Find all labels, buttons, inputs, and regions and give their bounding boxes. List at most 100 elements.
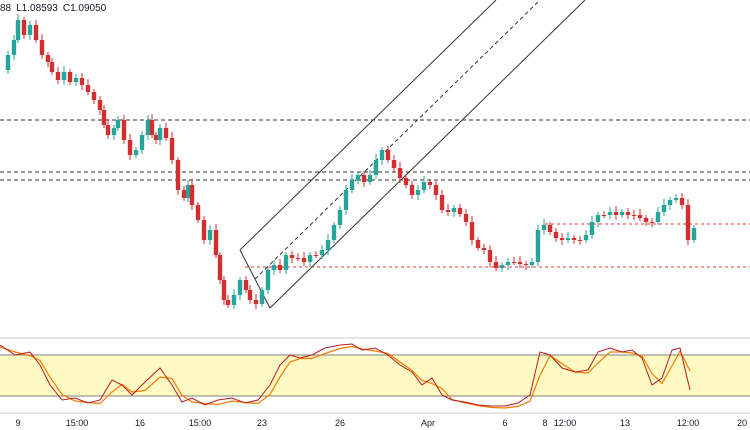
candle-body bbox=[469, 222, 475, 240]
candle bbox=[277, 259, 283, 273]
candle bbox=[667, 197, 673, 210]
candle bbox=[121, 115, 127, 144]
candle bbox=[487, 245, 493, 267]
candle-body bbox=[505, 262, 511, 265]
candle bbox=[115, 116, 121, 131]
candle bbox=[11, 35, 17, 60]
candle bbox=[367, 170, 373, 185]
candle-body bbox=[243, 280, 249, 290]
candle bbox=[577, 236, 583, 245]
candle-body bbox=[649, 222, 655, 223]
candle bbox=[463, 209, 469, 226]
candle-body bbox=[101, 110, 107, 125]
candle bbox=[157, 124, 163, 145]
candle-body bbox=[27, 25, 33, 35]
candle bbox=[295, 253, 301, 261]
candle bbox=[631, 210, 637, 220]
candle-body bbox=[185, 185, 191, 198]
time-axis-label: 6 bbox=[502, 418, 507, 428]
candle bbox=[379, 147, 385, 165]
candle-body bbox=[475, 240, 481, 248]
candle bbox=[559, 233, 565, 245]
candle bbox=[679, 193, 685, 209]
candle bbox=[271, 260, 277, 275]
time-axis: 9 15:00 16 15:00 23 26 Apr 6 8 12:00 13 12:00 20 bbox=[0, 412, 750, 428]
time-axis-label: 9 bbox=[15, 418, 20, 428]
candle bbox=[33, 20, 39, 43]
candle-body bbox=[337, 210, 343, 225]
candle bbox=[27, 21, 33, 40]
candle bbox=[589, 216, 595, 239]
candle-body bbox=[225, 300, 231, 305]
candle-body bbox=[523, 264, 529, 265]
stoch-k-line bbox=[0, 343, 691, 407]
candle bbox=[529, 258, 535, 268]
candle-body bbox=[207, 230, 213, 240]
candle-body bbox=[655, 212, 661, 222]
candle bbox=[499, 262, 505, 272]
candle bbox=[97, 96, 103, 115]
stoch-band bbox=[0, 355, 750, 396]
time-axis-label: 15:00 bbox=[66, 418, 89, 428]
candle bbox=[301, 252, 307, 266]
candle-body bbox=[445, 210, 451, 212]
candle-body bbox=[589, 222, 595, 235]
time-axis-label: 12:00 bbox=[554, 418, 577, 428]
candle bbox=[571, 235, 577, 244]
candle-body bbox=[397, 168, 403, 178]
candle bbox=[61, 66, 67, 85]
candle-body bbox=[313, 255, 319, 256]
candle-body bbox=[385, 150, 391, 160]
candle bbox=[505, 258, 511, 270]
candle-body bbox=[367, 175, 373, 182]
candle bbox=[73, 74, 79, 86]
candle-body bbox=[91, 92, 97, 100]
candle bbox=[313, 251, 319, 258]
candle-body bbox=[415, 190, 421, 195]
candle bbox=[133, 147, 139, 158]
candle-body bbox=[271, 265, 277, 270]
candle-body bbox=[685, 205, 691, 240]
candle bbox=[289, 251, 295, 263]
candle bbox=[637, 209, 643, 221]
candle-body bbox=[231, 295, 237, 305]
candle bbox=[247, 285, 253, 304]
candle bbox=[207, 225, 213, 245]
candle bbox=[523, 261, 529, 270]
candle-body bbox=[595, 215, 601, 222]
candle bbox=[343, 185, 349, 215]
candle bbox=[175, 157, 181, 195]
candle-body bbox=[583, 235, 589, 240]
candle bbox=[213, 224, 219, 258]
candle-body bbox=[439, 195, 445, 210]
candle bbox=[349, 174, 355, 193]
candle-body bbox=[265, 270, 271, 290]
candle-body bbox=[97, 100, 103, 110]
candle-body bbox=[67, 72, 73, 82]
candle-body bbox=[247, 290, 253, 300]
candle bbox=[403, 175, 409, 188]
candle bbox=[511, 257, 517, 265]
candle-body bbox=[73, 78, 79, 82]
candle bbox=[481, 244, 487, 254]
time-axis-label: 16 bbox=[135, 418, 145, 428]
candle bbox=[553, 228, 559, 242]
candle bbox=[415, 185, 421, 200]
candle-body bbox=[559, 238, 565, 240]
candle bbox=[67, 69, 73, 85]
candle-body bbox=[283, 255, 289, 270]
candle-body bbox=[39, 40, 45, 55]
candle-body bbox=[403, 178, 409, 185]
candle bbox=[391, 155, 397, 172]
candle-body bbox=[613, 212, 619, 215]
horizontal-lines bbox=[0, 119, 750, 268]
candle bbox=[469, 216, 475, 245]
candle bbox=[613, 206, 619, 220]
channel-upper-line bbox=[239, 0, 497, 251]
candle bbox=[243, 276, 249, 293]
candle bbox=[149, 114, 155, 138]
candle bbox=[457, 204, 463, 217]
candle bbox=[337, 206, 343, 229]
